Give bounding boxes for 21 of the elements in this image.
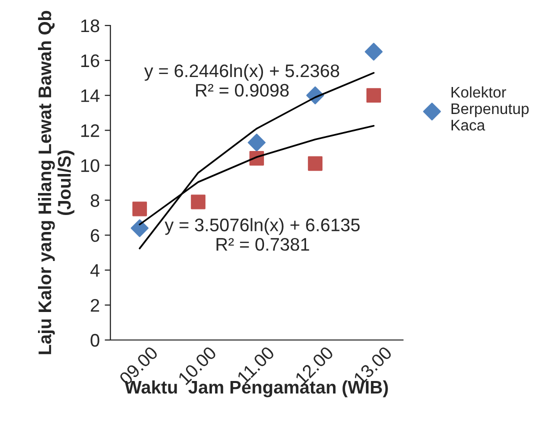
point [248, 134, 266, 152]
y-tick-label: 12 [81, 124, 100, 137]
point [190, 194, 206, 210]
y-tick-label: 18 [81, 19, 100, 32]
annotation: y = 6.2446ln(x) + 5.2368 R² = 0.9098 [144, 64, 340, 97]
y-tick-label: 2 [90, 298, 100, 312]
legend-label: Kolektor Berpenutup Kaca [452, 86, 529, 131]
y-tick-label: 6 [90, 229, 100, 242]
point [132, 202, 147, 216]
y-tick-label: 16 [81, 54, 100, 68]
point [366, 88, 381, 103]
y-tick-label: 10 [81, 159, 100, 172]
y-tick-label: 14 [81, 90, 100, 102]
point [364, 42, 383, 61]
point [308, 156, 322, 171]
point [130, 219, 149, 238]
annotation: y = 3.5076ln(x) + 6.6135 R² = 0.7381 [164, 218, 360, 251]
y-axis-title: Laju Kalor yang Hilang Lewat Bawah Qb (Joul/S) [38, 10, 74, 354]
y-tick-label: 4 [90, 264, 100, 277]
y-tick-label: 0 [90, 334, 100, 347]
y-tick-label: 8 [90, 194, 100, 207]
